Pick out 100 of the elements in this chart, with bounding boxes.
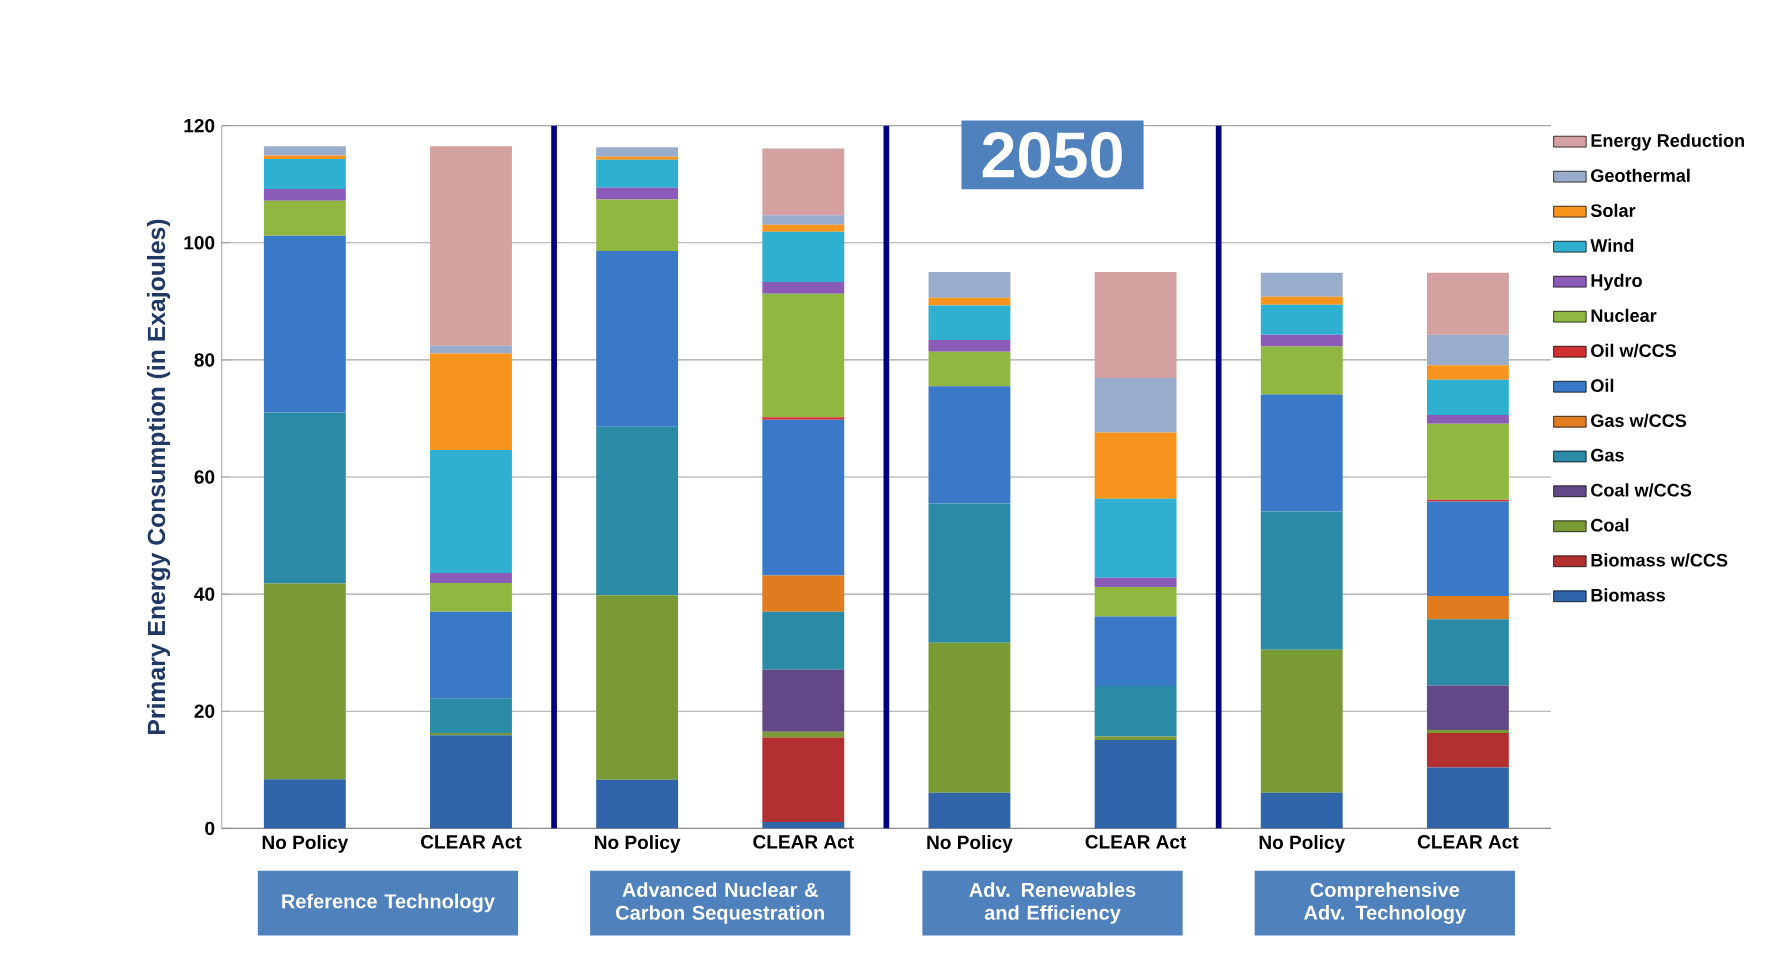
bar (596, 779, 679, 829)
bar (430, 146, 512, 346)
bar (596, 187, 679, 200)
bar (1426, 501, 1509, 596)
bar (1094, 378, 1177, 433)
bar (1094, 577, 1177, 588)
bar (1260, 649, 1343, 793)
legend-label: Gas (1591, 448, 1624, 462)
x-tick-label: No Policy (1259, 835, 1346, 853)
bar (430, 573, 512, 584)
bar (762, 293, 845, 418)
legend-label: Biomass w/CCS (1591, 553, 1728, 567)
legend-label: Coal (1591, 518, 1629, 532)
x-tick-label: CLEAR Act (1085, 835, 1187, 849)
bar (1426, 379, 1509, 415)
bar (263, 159, 346, 189)
bar (263, 412, 346, 584)
legend-label: Energy Reduction (1591, 133, 1745, 151)
y-tick-label: 120 (184, 118, 215, 133)
bar (430, 735, 512, 829)
bar (1426, 729, 1509, 733)
bar (430, 583, 512, 612)
bar (1260, 304, 1343, 335)
bar (1426, 365, 1509, 380)
bar (263, 779, 346, 829)
bar (762, 224, 845, 232)
bar (263, 146, 346, 156)
bar (762, 737, 845, 822)
bar (1260, 296, 1343, 305)
y-axis-title: Primary Energy Consumption (in Exajoules) (147, 219, 171, 734)
y-tick-label: 60 (194, 470, 215, 484)
bar (430, 611, 512, 699)
bar (1094, 739, 1177, 829)
bar (928, 351, 1011, 387)
legend-label: Coal w/CCS (1591, 483, 1692, 497)
legend-label: Hydro (1591, 273, 1642, 291)
bar (596, 595, 679, 780)
bar (1426, 767, 1509, 829)
text: Advanced Nuclear & Carbon Sequestration (616, 882, 824, 924)
bar (263, 188, 346, 201)
bar (1426, 595, 1509, 620)
bar (928, 503, 1011, 643)
bar (596, 250, 679, 427)
bar (928, 297, 1011, 306)
bar (762, 731, 845, 738)
bar (762, 669, 845, 732)
text: Adv. Renewables and Efficiency (969, 882, 1136, 924)
bar (263, 583, 346, 780)
x-tick-label: No Policy (595, 835, 681, 853)
bar (762, 231, 845, 283)
bar (1260, 272, 1343, 297)
bar (263, 200, 346, 236)
bar (1260, 346, 1343, 395)
bar (1260, 394, 1343, 512)
bar (1094, 272, 1177, 379)
bar (1094, 686, 1177, 737)
legend-label: Geothermal (1591, 168, 1690, 182)
legend-label: Biomass (1591, 588, 1665, 602)
legend-label: Oil (1591, 378, 1614, 393)
x-tick-label: CLEAR Act (1417, 835, 1519, 849)
bar (1094, 736, 1177, 740)
bar (1260, 334, 1343, 347)
bar (1094, 587, 1177, 617)
x-tick-label: No Policy (262, 835, 349, 853)
bar (1426, 272, 1509, 335)
bar (762, 215, 845, 225)
bar (928, 386, 1011, 504)
bar (762, 417, 845, 420)
bar (430, 698, 512, 733)
y-tick-label: 100 (184, 236, 215, 250)
bar (1426, 685, 1509, 730)
text: Comprehensive Adv. Technology (1304, 882, 1466, 924)
bar (430, 450, 512, 574)
bar (762, 282, 845, 294)
bar (1426, 619, 1509, 686)
bar (1426, 423, 1509, 500)
bar (928, 792, 1011, 829)
bar (1094, 432, 1177, 499)
bar (762, 821, 845, 829)
bar (762, 419, 845, 576)
bar (1094, 616, 1177, 687)
bar (762, 148, 845, 216)
y-tick-label: 80 (194, 353, 215, 367)
bar (1426, 414, 1509, 424)
legend-label: Oil w/CCS (1591, 343, 1677, 358)
bar (928, 272, 1011, 298)
x-tick-label: No Policy (927, 835, 1013, 853)
legend-label: Wind (1590, 238, 1634, 252)
legend-label: Solar (1590, 203, 1636, 217)
bar (928, 305, 1011, 340)
bar (596, 147, 679, 157)
bar (1260, 792, 1343, 829)
bar (430, 353, 512, 451)
bar (762, 611, 845, 670)
bar (596, 199, 679, 251)
y-tick-label: 40 (194, 587, 215, 601)
bar (596, 426, 679, 596)
bar (263, 235, 346, 413)
bar (762, 575, 845, 612)
x-tick-label: CLEAR Act (420, 835, 522, 849)
